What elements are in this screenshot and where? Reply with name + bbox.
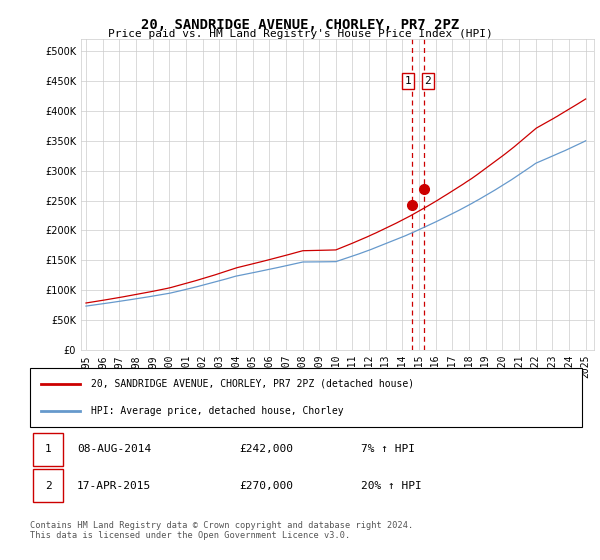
- Text: 2: 2: [45, 480, 52, 491]
- Text: 7% ↑ HPI: 7% ↑ HPI: [361, 444, 415, 454]
- Text: 20, SANDRIDGE AVENUE, CHORLEY, PR7 2PZ: 20, SANDRIDGE AVENUE, CHORLEY, PR7 2PZ: [141, 18, 459, 32]
- Text: 20% ↑ HPI: 20% ↑ HPI: [361, 480, 422, 491]
- Bar: [33, 433, 63, 466]
- Text: 08-AUG-2014: 08-AUG-2014: [77, 444, 151, 454]
- Text: 1: 1: [45, 444, 52, 454]
- Bar: [33, 469, 63, 502]
- Text: HPI: Average price, detached house, Chorley: HPI: Average price, detached house, Chor…: [91, 406, 343, 416]
- Text: 20, SANDRIDGE AVENUE, CHORLEY, PR7 2PZ (detached house): 20, SANDRIDGE AVENUE, CHORLEY, PR7 2PZ (…: [91, 379, 414, 389]
- Text: 17-APR-2015: 17-APR-2015: [77, 480, 151, 491]
- Text: £270,000: £270,000: [240, 480, 294, 491]
- Text: 1: 1: [404, 76, 411, 86]
- Text: 2: 2: [425, 76, 431, 86]
- Text: Contains HM Land Registry data © Crown copyright and database right 2024.
This d: Contains HM Land Registry data © Crown c…: [30, 521, 413, 540]
- Text: Price paid vs. HM Land Registry's House Price Index (HPI): Price paid vs. HM Land Registry's House …: [107, 29, 493, 39]
- Text: £242,000: £242,000: [240, 444, 294, 454]
